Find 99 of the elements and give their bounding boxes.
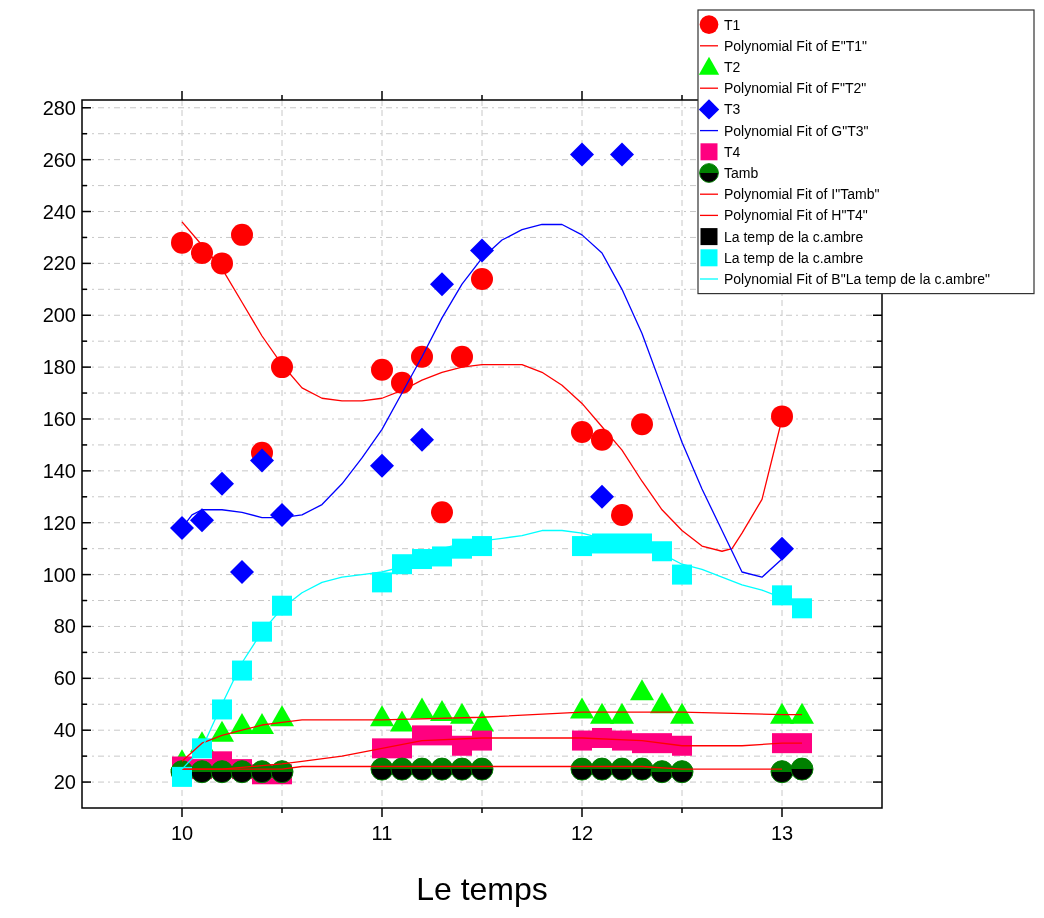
point (771, 405, 793, 428)
legend-label: Polynomial Fit of G"T3" (724, 122, 869, 139)
point (470, 238, 494, 263)
point (792, 733, 812, 754)
y-tick-label: 180 (42, 356, 76, 379)
legend-label: La temp de la c.ambre (724, 249, 864, 266)
point (411, 345, 433, 368)
point (452, 735, 472, 756)
y-tick-label: 240 (42, 200, 76, 223)
point (572, 536, 592, 557)
point (790, 757, 814, 781)
y-tick-label: 260 (42, 148, 76, 171)
y-tick-label: 140 (42, 459, 76, 482)
y-tick-label: 160 (42, 407, 76, 430)
legend-label: Polynomial Fit of E"T1" (724, 37, 868, 54)
point (450, 702, 474, 724)
y-tick-label: 280 (42, 96, 76, 119)
point (172, 766, 192, 787)
point (630, 679, 654, 701)
y-tick-label: 40 (53, 719, 76, 742)
point (370, 453, 394, 478)
point (270, 502, 294, 527)
x-tick-label: 10 (170, 822, 194, 844)
point (432, 725, 452, 746)
point (470, 757, 494, 781)
point (591, 428, 613, 451)
x-tick-label: 12 (570, 822, 594, 844)
point (472, 536, 492, 557)
point (770, 702, 794, 724)
point (610, 142, 634, 167)
legend-label: Tamb (724, 165, 759, 181)
point (250, 448, 274, 473)
legend-label: Polynomial Fit of I"Tamb" (724, 186, 880, 203)
legend-label: T2 (724, 59, 741, 75)
x-tick-label: 11 (371, 822, 393, 844)
y-tick-label: 60 (53, 667, 76, 690)
point (210, 471, 234, 496)
point (772, 585, 792, 606)
point (371, 358, 393, 381)
y-tick-label: 220 (42, 252, 76, 275)
point (272, 595, 292, 616)
point (250, 713, 274, 735)
point (631, 413, 653, 436)
point (410, 427, 434, 452)
point (470, 710, 494, 732)
point (390, 710, 414, 732)
legend-label: T4 (724, 143, 741, 160)
legend-label: T3 (724, 101, 741, 118)
point (190, 508, 214, 533)
legend-label: T1 (724, 16, 741, 33)
point (412, 725, 432, 746)
point (232, 660, 252, 681)
legend-label: Polynomial Fit of H"T4" (724, 207, 868, 224)
point (370, 705, 394, 727)
point (392, 554, 412, 575)
legend-label: La temp de la c.ambre (724, 228, 864, 245)
point (451, 345, 473, 368)
point (372, 738, 392, 759)
x-tick-label: 13 (770, 822, 794, 844)
point (211, 252, 233, 275)
y-tick-label: 120 (42, 511, 76, 534)
point (431, 501, 453, 524)
y-tick-label: 100 (42, 563, 76, 586)
point (472, 730, 492, 751)
point (471, 267, 493, 290)
point (610, 702, 634, 724)
point (171, 231, 193, 254)
point (772, 733, 792, 754)
point (792, 598, 812, 619)
point (672, 564, 692, 585)
y-tick-label: 20 (53, 771, 76, 794)
point (572, 730, 592, 751)
point (770, 760, 794, 784)
point (271, 356, 293, 379)
y-tick-label: 80 (53, 615, 76, 638)
legend-label: Polynomial Fit of F"T2" (724, 80, 867, 97)
x-axis-title: Le temps (416, 871, 548, 907)
point (170, 515, 194, 540)
y-tick-label: 200 (42, 304, 76, 327)
legend-label: Polynomial Fit of B"La temp de la c.ambre" (724, 271, 990, 287)
point (770, 536, 794, 561)
point (670, 702, 694, 724)
point (191, 242, 213, 265)
point (231, 223, 253, 246)
point (790, 702, 814, 724)
point (672, 735, 692, 756)
point (230, 560, 254, 584)
point (611, 503, 633, 526)
point (571, 420, 593, 443)
point (212, 699, 232, 720)
point (430, 272, 454, 297)
point (670, 760, 694, 784)
point (392, 738, 412, 759)
point (590, 484, 614, 509)
point (652, 541, 672, 562)
point (410, 697, 434, 719)
point (570, 142, 594, 167)
point (372, 572, 392, 593)
point (252, 621, 272, 642)
